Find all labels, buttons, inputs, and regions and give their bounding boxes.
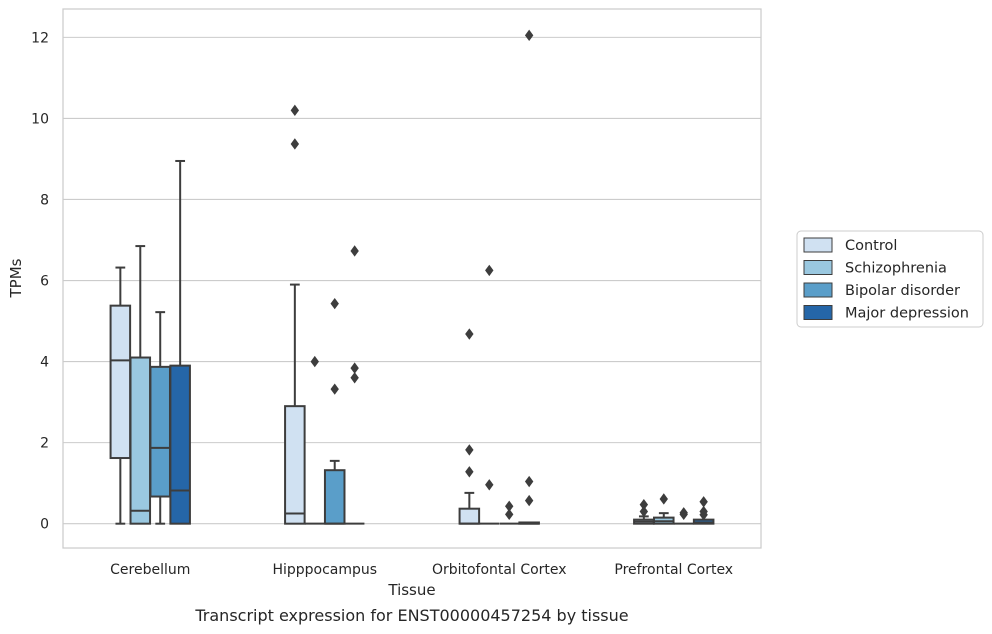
- box-prefrontal-cortex-control-outlier-0: [639, 498, 649, 511]
- box-hipppocampus-control: [284, 104, 306, 525]
- y-tick-label-10: 10: [31, 111, 49, 127]
- x-tick-label-orbitofontal-cortex: Orbitofontal Cortex: [432, 562, 567, 578]
- box-hipppocampus-control-body: [284, 405, 306, 525]
- box-orbitofontal-cortex-control: [458, 328, 481, 525]
- box-cerebellum-major-depression-body: [169, 364, 191, 525]
- box-cerebellum-major-depression: [169, 159, 191, 525]
- box-orbitofontal-cortex-control-outlier-0: [465, 328, 474, 340]
- box-orbitofontal-cortex-control-outlier-2: [465, 466, 474, 478]
- box-orbitofontal-cortex-bipolar-disorder: [499, 500, 519, 525]
- y-tick-label-8: 8: [40, 192, 49, 208]
- box-hipppocampus-control-outlier-1: [290, 138, 300, 150]
- box-orbitofontal-cortex-schizophrenia-outlier-1: [485, 479, 494, 491]
- y-tick-label-12: 12: [31, 30, 49, 46]
- legend-item-bipolar-disorder: Bipolar disorder: [803, 282, 960, 299]
- box-prefrontal-cortex-bipolar-disorder-outlier-1: [679, 508, 688, 521]
- box-hipppocampus-control-outlier-0: [290, 104, 300, 116]
- legend-item-major-depression-swatch: [803, 305, 833, 320]
- box-hipppocampus-bipolar-disorder-outlier-0: [330, 297, 339, 310]
- y-tick-labels: 0 2 4 6 8 10 12: [31, 30, 49, 532]
- legend-frame: [796, 230, 984, 328]
- box-prefrontal-cortex-schizophrenia-outlier-0: [659, 493, 668, 505]
- x-axis-title: Tissue: [387, 581, 435, 599]
- legend-item-schizophrenia: Schizophrenia: [803, 260, 947, 277]
- box-orbitofontal-cortex-control-body: [458, 507, 481, 525]
- box-hipppocampus-major-depression-outlier-1: [350, 362, 359, 374]
- legend-item-bipolar-disorder-label: Bipolar disorder: [845, 283, 960, 299]
- box-orbitofontal-cortex-schizophrenia: [479, 264, 500, 525]
- legend-item-control-swatch: [803, 237, 833, 253]
- legend-item-control-label: Control: [845, 238, 897, 254]
- boxes: [109, 29, 715, 525]
- box-prefrontal-cortex-schizophrenia: [653, 493, 675, 525]
- y-tick-label-4: 4: [40, 355, 49, 371]
- plot-frame: [62, 8, 762, 549]
- y-tick-label-2: 2: [40, 436, 49, 452]
- box-orbitofontal-cortex-schizophrenia-outlier-0: [485, 264, 494, 277]
- box-prefrontal-cortex-major-depression: [692, 496, 715, 525]
- box-hipppocampus-bipolar-disorder: [323, 297, 346, 525]
- box-orbitofontal-cortex-major-depression-outlier-2: [524, 494, 534, 507]
- box-orbitofontal-cortex-bipolar-disorder-outlier-1: [505, 508, 514, 521]
- box-orbitofontal-cortex-major-depression: [518, 29, 540, 525]
- box-prefrontal-cortex-major-depression-outlier-2: [699, 509, 708, 521]
- box-hipppocampus-schizophrenia-outlier-0: [310, 355, 319, 368]
- box-cerebellum-control-body: [109, 304, 132, 460]
- box-cerebellum-schizophrenia-body: [129, 356, 152, 525]
- legend: Control Schizophrenia Bipolar disorder Majo…: [796, 230, 984, 328]
- box-cerebellum-control: [109, 266, 132, 525]
- legend-item-major-depression: Major depression: [803, 305, 969, 322]
- legend-item-schizophrenia-swatch: [803, 260, 833, 275]
- box-hipppocampus-bipolar-disorder-body: [323, 469, 346, 525]
- legend-items: Control Schizophrenia Bipolar disorder Majo…: [803, 237, 969, 322]
- box-orbitofontal-cortex-major-depression-outlier-0: [524, 29, 534, 42]
- box-hipppocampus-major-depression-outlier-0: [350, 245, 359, 257]
- box-orbitofontal-cortex-major-depression-outlier-1: [524, 475, 534, 488]
- box-hipppocampus-schizophrenia: [305, 355, 325, 525]
- legend-item-control: Control: [803, 237, 897, 254]
- legend-item-major-depression-label: Major depression: [845, 306, 969, 322]
- box-orbitofontal-cortex-bipolar-disorder-outlier-0: [505, 500, 514, 512]
- x-tick-label-prefrontal-cortex: Prefrontal Cortex: [614, 562, 733, 578]
- box-hipppocampus-major-depression: [344, 245, 365, 525]
- y-tick-label-0: 0: [40, 517, 49, 533]
- box-cerebellum-schizophrenia: [129, 245, 152, 525]
- box-orbitofontal-cortex-control-outlier-1: [465, 444, 474, 456]
- legend-item-bipolar-disorder-swatch: [803, 282, 833, 298]
- y-tick-label-6: 6: [40, 274, 49, 290]
- box-hipppocampus-bipolar-disorder-outlier-1: [330, 383, 339, 395]
- box-prefrontal-cortex-bipolar-disorder: [673, 507, 694, 525]
- x-tick-label-hipppocampus: Hipppocampus: [272, 562, 377, 578]
- box-prefrontal-cortex-major-depression-outlier-0: [699, 496, 708, 508]
- box-cerebellum-bipolar-disorder-body: [149, 365, 171, 498]
- box-hipppocampus-major-depression-outlier-2: [350, 372, 359, 384]
- y-axis-title: TPMs: [7, 258, 25, 298]
- box-prefrontal-cortex-control-outlier-1: [639, 505, 649, 518]
- legend-item-schizophrenia-label: Schizophrenia: [845, 261, 947, 277]
- x-tick-label-cerebellum: Cerebellum: [110, 562, 190, 578]
- figure-caption: Transcript expression for ENST0000045725…: [194, 606, 628, 625]
- x-tick-labels: Cerebellum Hipppocampus Orbitofontal Corte…: [110, 562, 733, 578]
